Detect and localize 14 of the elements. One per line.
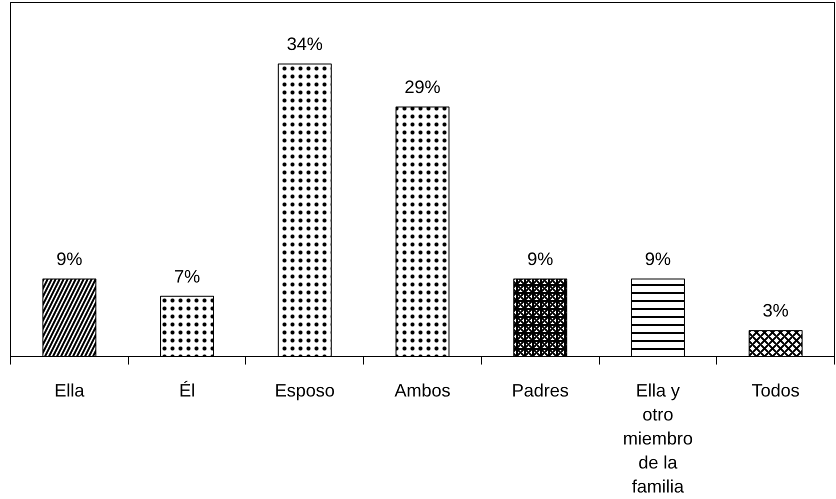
x-tick-label: Él [179,380,196,400]
x-tick-label: Padres [512,380,569,400]
x-tick-label: Todos [752,380,800,400]
data-label: 9% [644,249,671,270]
x-tick-label: Esposo [274,380,335,400]
data-label: 9% [527,249,554,270]
data-label: 9% [56,249,82,270]
x-tick-label: Ambos [394,380,451,400]
data-label: 3% [762,300,789,321]
data-label: 34% [286,34,323,54]
data-label: 29% [404,76,441,97]
x-tick-label: Ella [54,380,86,400]
x-tick-label: Ella y otro miembro de la familia [622,380,693,496]
data-label: 7% [174,266,200,286]
